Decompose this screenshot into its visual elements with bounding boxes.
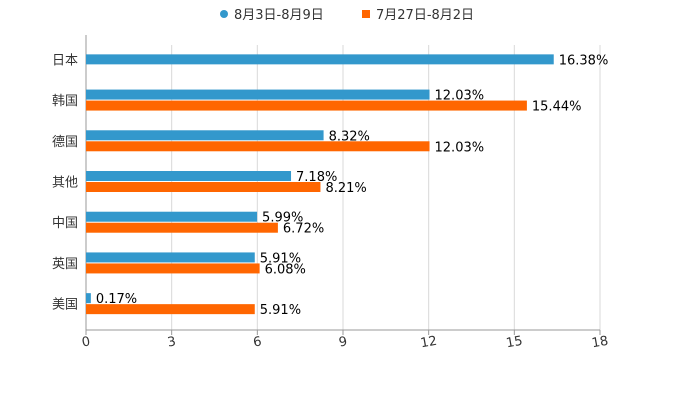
bar-series-2-4 bbox=[86, 222, 278, 233]
bar-series-1-6 bbox=[86, 293, 91, 304]
bar-series-1-4 bbox=[86, 211, 258, 222]
bar-series-2-5 bbox=[86, 263, 260, 274]
x-tick-label-15: 15 bbox=[505, 334, 524, 352]
legend-marker-series-2 bbox=[362, 9, 370, 18]
legend-item-series-2[interactable]: 7月27日-8月2日 bbox=[362, 4, 474, 23]
data-label-series-1-2: 8.32% bbox=[329, 129, 370, 144]
x-tick-label-0: 0 bbox=[81, 334, 92, 350]
bar-series-1-1 bbox=[86, 89, 430, 100]
bar-series-1-2 bbox=[86, 130, 324, 141]
data-label-series-2-5: 6.08% bbox=[265, 262, 306, 277]
x-tick-label-18: 18 bbox=[591, 334, 610, 352]
x-tick-label-9: 9 bbox=[338, 334, 349, 350]
bar-series-1-5 bbox=[86, 252, 255, 263]
data-label-series-1-5: 5.91% bbox=[260, 251, 301, 266]
x-tick-label-12: 12 bbox=[419, 334, 438, 352]
data-label-series-1-6: 0.17% bbox=[96, 292, 137, 307]
legend: 8月3日-8月9日 7月27日-8月2日 bbox=[0, 4, 700, 23]
data-label-series-1-0: 16.38% bbox=[559, 53, 609, 68]
category-label-6: 美国 bbox=[52, 298, 78, 313]
category-label-1: 韩国 bbox=[52, 94, 78, 109]
x-tick-label-3: 3 bbox=[166, 334, 177, 350]
category-label-3: 其他 bbox=[52, 176, 78, 191]
category-label-4: 中国 bbox=[52, 216, 78, 231]
bar-series-2-6 bbox=[86, 304, 255, 315]
bar-series-2-1 bbox=[86, 100, 527, 111]
category-label-2: 德国 bbox=[52, 135, 78, 150]
data-label-series-1-3: 7.18% bbox=[296, 170, 337, 185]
bar-series-1-0 bbox=[86, 54, 554, 65]
bar-series-2-2 bbox=[86, 141, 430, 152]
x-tick-label-6: 6 bbox=[252, 334, 263, 350]
data-label-series-2-1: 15.44% bbox=[532, 100, 582, 115]
legend-label-series-2: 7月27日-8月2日 bbox=[376, 8, 475, 23]
category-label-0: 日本 bbox=[52, 53, 78, 68]
category-label-5: 英国 bbox=[52, 257, 78, 272]
data-label-series-2-3: 8.21% bbox=[325, 181, 366, 196]
bar-series-1-3 bbox=[86, 171, 292, 181]
legend-item-series-1[interactable]: 8月3日-8月9日 bbox=[220, 4, 324, 23]
data-label-series-1-1: 12.03% bbox=[435, 89, 485, 104]
legend-marker-series-1 bbox=[220, 9, 228, 18]
data-label-series-2-2: 12.03% bbox=[435, 140, 485, 155]
bar-series-2-3 bbox=[86, 182, 321, 192]
data-label-series-2-6: 5.91% bbox=[260, 303, 301, 318]
legend-label-series-1: 8月3日-8月9日 bbox=[234, 8, 324, 23]
data-label-series-2-4: 6.72% bbox=[283, 222, 324, 237]
data-label-series-1-4: 5.99% bbox=[262, 211, 303, 226]
